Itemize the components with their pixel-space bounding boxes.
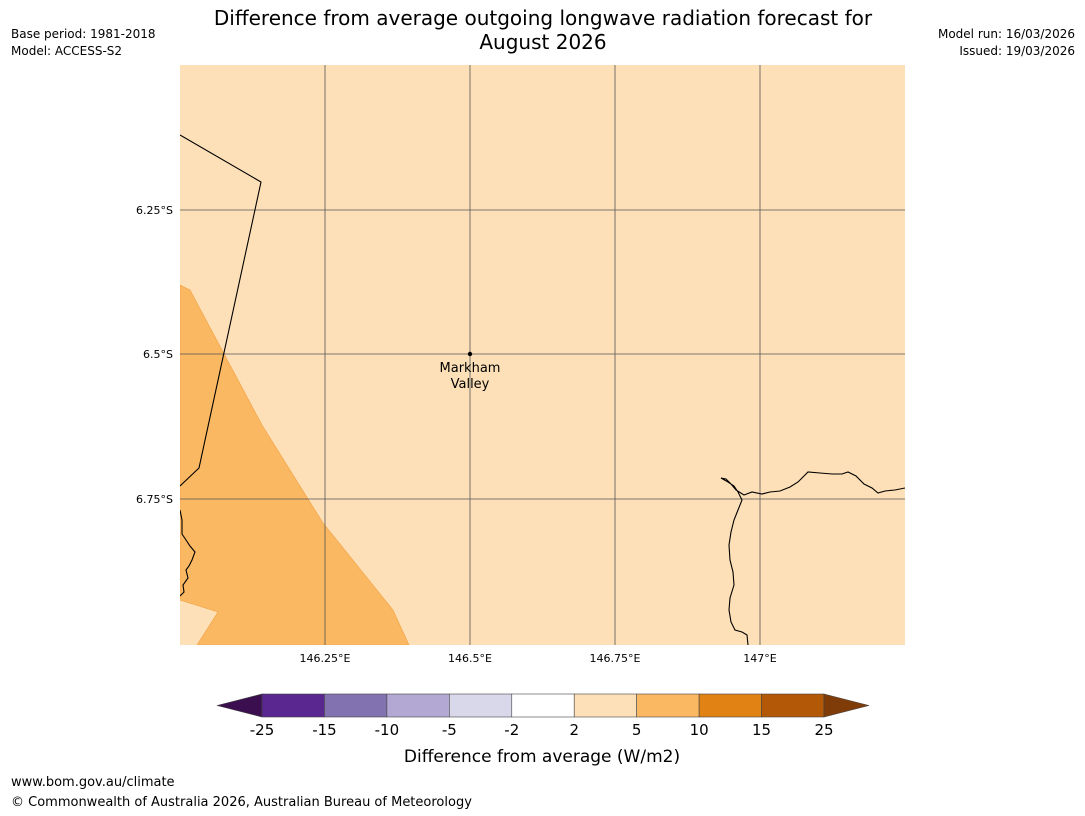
place-marker-dot bbox=[467, 351, 473, 357]
colorbar-bin bbox=[449, 693, 513, 718]
website-text: www.bom.gov.au/climate bbox=[11, 775, 175, 790]
coastline-east bbox=[720, 471, 905, 645]
place-label-line-2: Valley bbox=[451, 377, 490, 392]
lon-tick-label: 146.5°E bbox=[448, 652, 492, 665]
model-text: Model: ACCESS-S2 bbox=[11, 44, 123, 58]
colorbar-bin bbox=[511, 693, 575, 718]
colorbar-tick-label: -2 bbox=[504, 721, 519, 739]
title-line-1: Difference from average outgoing longwav… bbox=[213, 6, 873, 30]
colorbar-tick-label: -5 bbox=[442, 721, 457, 739]
colorbar-extend-high bbox=[823, 693, 870, 718]
colorbar-bin bbox=[698, 693, 762, 718]
colorbar-tick-label: -15 bbox=[312, 721, 337, 739]
longitude-tick-labels: 146.25°E 146.5°E 146.75°E 147°E bbox=[300, 652, 777, 665]
colorbar-bin bbox=[636, 693, 700, 718]
map-title: Difference from average outgoing longwav… bbox=[180, 6, 906, 54]
latitude-tick-labels: 6.25°S 6.5°S 6.75°S bbox=[136, 204, 173, 506]
forecast-map: Markham Valley 146.25°E 146.5°E 146.75°E… bbox=[136, 65, 905, 665]
copyright-text: © Commonwealth of Australia 2026, Austra… bbox=[11, 795, 472, 810]
lat-tick-label: 6.75°S bbox=[136, 493, 173, 506]
lon-tick-label: 146.75°E bbox=[590, 652, 641, 665]
title-line-2: August 2026 bbox=[479, 30, 607, 54]
colorbar-tick-label: 25 bbox=[814, 721, 833, 739]
base-info: Base period: 1981-2018 Model: ACCESS-S2 bbox=[11, 26, 156, 60]
colorbar-tick-label: -10 bbox=[375, 721, 400, 739]
colorbar-bin bbox=[261, 693, 325, 718]
lon-tick-label: 146.25°E bbox=[300, 652, 351, 665]
place-label-line-1: Markham bbox=[440, 361, 501, 376]
colorbar-bin bbox=[573, 693, 637, 718]
graticule bbox=[180, 65, 905, 645]
colorbar-tick-label: 5 bbox=[632, 721, 642, 739]
lat-tick-label: 6.25°S bbox=[136, 204, 173, 217]
lat-tick-label: 6.5°S bbox=[143, 348, 173, 361]
colorbar-bin bbox=[324, 693, 388, 718]
anomaly-region-5-to-10 bbox=[180, 284, 410, 645]
lon-tick-label: 147°E bbox=[743, 652, 776, 665]
colorbar-tick-label: 2 bbox=[569, 721, 579, 739]
colorbar-label: Difference from average (W/m2) bbox=[404, 747, 680, 767]
colorbar-bin bbox=[386, 693, 450, 718]
colorbar-bin bbox=[761, 693, 825, 718]
colorbar-tick-label: -25 bbox=[250, 721, 275, 739]
issued-text: Issued: 19/03/2026 bbox=[959, 44, 1075, 58]
base-period-text: Base period: 1981-2018 bbox=[11, 27, 156, 41]
colorbar-tick-label: 10 bbox=[690, 721, 709, 739]
coastline-west bbox=[180, 509, 196, 597]
province-border bbox=[180, 134, 262, 487]
colorbar-tick-label: 15 bbox=[752, 721, 771, 739]
colorbar-extend-low bbox=[216, 693, 263, 718]
model-run-text: Model run: 16/03/2026 bbox=[937, 27, 1075, 41]
run-info: Model run: 16/03/2026 Issued: 19/03/2026 bbox=[938, 26, 1075, 60]
